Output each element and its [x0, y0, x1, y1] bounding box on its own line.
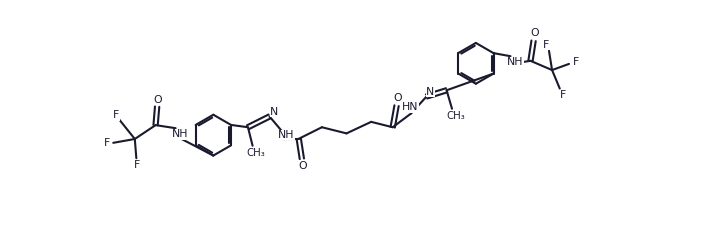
Text: F: F: [104, 138, 110, 148]
Text: CH₃: CH₃: [447, 111, 465, 121]
Text: CH₃: CH₃: [246, 148, 265, 158]
Text: F: F: [560, 90, 566, 101]
Text: F: F: [573, 57, 579, 67]
Text: F: F: [113, 110, 119, 120]
Text: O: O: [394, 93, 402, 103]
Text: HN: HN: [402, 102, 419, 112]
Text: NH: NH: [507, 57, 523, 67]
Text: N: N: [426, 87, 435, 97]
Text: O: O: [531, 28, 539, 38]
Text: O: O: [153, 95, 162, 105]
Text: NH: NH: [172, 129, 189, 139]
Text: N: N: [270, 107, 279, 117]
Text: NH: NH: [278, 130, 295, 140]
Text: F: F: [134, 160, 140, 170]
Text: O: O: [298, 161, 307, 171]
Text: F: F: [543, 40, 549, 50]
